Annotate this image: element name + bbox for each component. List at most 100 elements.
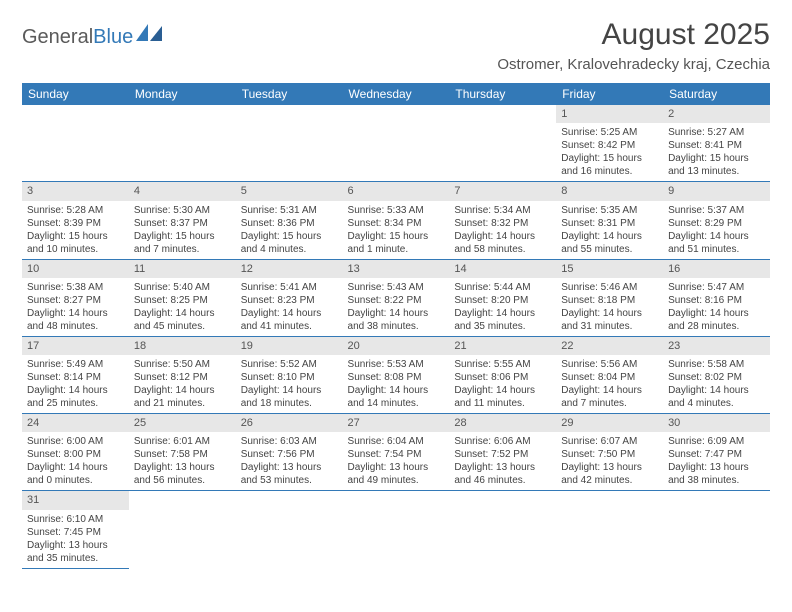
sunset-line: Sunset: 7:52 PM [454, 448, 551, 461]
sunrise-line: Sunrise: 5:28 AM [27, 204, 124, 217]
sunset-line: Sunset: 8:34 PM [348, 217, 445, 230]
day-details: Sunrise: 5:47 AMSunset: 8:16 PMDaylight:… [663, 280, 770, 336]
day-number: 16 [663, 260, 770, 278]
day-details: Sunrise: 6:00 AMSunset: 8:00 PMDaylight:… [22, 434, 129, 490]
day-number: 27 [343, 414, 450, 432]
day-details: Sunrise: 6:07 AMSunset: 7:50 PMDaylight:… [556, 434, 663, 490]
day-number: 28 [449, 414, 556, 432]
sunrise-line: Sunrise: 5:55 AM [454, 358, 551, 371]
day-number: 11 [129, 260, 236, 278]
sunrise-line: Sunrise: 5:25 AM [561, 126, 658, 139]
day-number: 2 [663, 105, 770, 123]
calendar-day: 20 Sunrise: 5:53 AMSunset: 8:08 PMDayligh… [343, 336, 450, 413]
daylight-line: Daylight: 14 hours and 25 minutes. [27, 384, 124, 410]
calendar-day: 27Sunrise: 6:04 AMSunset: 7:54 PMDayligh… [343, 414, 450, 491]
weekday-header: Tuesday [236, 83, 343, 105]
day-details: Sunrise: 5:28 AMSunset: 8:39 PMDaylight:… [22, 203, 129, 259]
logo-text-general: General [22, 26, 93, 49]
month-title: August 2025 [497, 18, 770, 52]
sunset-line: Sunset: 8:25 PM [134, 294, 231, 307]
sunset-line: Sunset: 8:39 PM [27, 217, 124, 230]
sunrise-line: Sunrise: 6:10 AM [27, 513, 124, 526]
daylight-line: Daylight: 14 hours and 58 minutes. [454, 230, 551, 256]
day-details: Sunrise: 5:31 AMSunset: 8:36 PMDaylight:… [236, 203, 343, 259]
sunrise-line: Sunrise: 5:38 AM [27, 281, 124, 294]
sunset-line: Sunset: 8:22 PM [348, 294, 445, 307]
title-block: August 2025 Ostromer, Kralovehradecky kr… [497, 18, 770, 73]
calendar-empty [663, 491, 770, 568]
sunset-line: Sunset: 8:02 PM [668, 371, 765, 384]
calendar-day: 25Sunrise: 6:01 AMSunset: 7:58 PMDayligh… [129, 414, 236, 491]
daylight-line: Daylight: 14 hours and 14 minutes. [348, 384, 445, 410]
day-number: 8 [556, 182, 663, 200]
calendar-day: 15Sunrise: 5:46 AMSunset: 8:18 PMDayligh… [556, 259, 663, 336]
sunrise-line: Sunrise: 5:31 AM [241, 204, 338, 217]
calendar-day: 8Sunrise: 5:35 AMSunset: 8:31 PMDaylight… [556, 182, 663, 259]
calendar-empty [129, 491, 236, 568]
day-details: Sunrise: 5:56 AMSunset: 8:04 PMDaylight:… [556, 357, 663, 413]
calendar-row: 1Sunrise: 5:25 AMSunset: 8:42 PMDaylight… [22, 105, 770, 182]
calendar-empty [22, 105, 129, 182]
day-details: Sunrise: 5:25 AMSunset: 8:42 PMDaylight:… [556, 125, 663, 181]
calendar-row: 3Sunrise: 5:28 AMSunset: 8:39 PMDaylight… [22, 182, 770, 259]
logo-text-blue: Blue [93, 26, 133, 49]
sunrise-line: Sunrise: 5:41 AM [241, 281, 338, 294]
calendar-empty [449, 105, 556, 182]
sunrise-line: Sunrise: 5:27 AM [668, 126, 765, 139]
weekday-header-row: SundayMondayTuesdayWednesdayThursdayFrid… [22, 83, 770, 105]
sunrise-line: Sunrise: 5:46 AM [561, 281, 658, 294]
calendar-day: 22Sunrise: 5:56 AMSunset: 8:04 PMDayligh… [556, 336, 663, 413]
sunset-line: Sunset: 8:14 PM [27, 371, 124, 384]
sunrise-line: Sunrise: 5:47 AM [668, 281, 765, 294]
day-details: Sunrise: 6:09 AMSunset: 7:47 PMDaylight:… [663, 434, 770, 490]
sunset-line: Sunset: 8:04 PM [561, 371, 658, 384]
sunset-line: Sunset: 8:08 PM [348, 371, 445, 384]
calendar-day: 23Sunrise: 5:58 AMSunset: 8:02 PMDayligh… [663, 336, 770, 413]
calendar-day: 12Sunrise: 5:41 AMSunset: 8:23 PMDayligh… [236, 259, 343, 336]
weekday-header: Monday [129, 83, 236, 105]
calendar-day: 18Sunrise: 5:50 AMSunset: 8:12 PMDayligh… [129, 336, 236, 413]
header: GeneralBlue August 2025 Ostromer, Kralov… [22, 18, 770, 73]
day-details: Sunrise: 5:55 AMSunset: 8:06 PMDaylight:… [449, 357, 556, 413]
sunrise-line: Sunrise: 5:53 AM [348, 358, 445, 371]
calendar-day: 10Sunrise: 5:38 AMSunset: 8:27 PMDayligh… [22, 259, 129, 336]
day-number: 24 [22, 414, 129, 432]
daylight-line: Daylight: 15 hours and 4 minutes. [241, 230, 338, 256]
sunrise-line: Sunrise: 5:52 AM [241, 358, 338, 371]
daylight-line: Daylight: 15 hours and 16 minutes. [561, 152, 658, 178]
calendar-empty [343, 105, 450, 182]
day-details: Sunrise: 5:27 AMSunset: 8:41 PMDaylight:… [663, 125, 770, 181]
calendar-empty [236, 491, 343, 568]
daylight-line: Daylight: 14 hours and 18 minutes. [241, 384, 338, 410]
day-details: Sunrise: 5:37 AMSunset: 8:29 PMDaylight:… [663, 203, 770, 259]
day-number: 3 [22, 182, 129, 200]
calendar-row: 31Sunrise: 6:10 AMSunset: 7:45 PMDayligh… [22, 491, 770, 568]
calendar-day: 19Sunrise: 5:52 AMSunset: 8:10 PMDayligh… [236, 336, 343, 413]
calendar-day: 21Sunrise: 5:55 AMSunset: 8:06 PMDayligh… [449, 336, 556, 413]
day-number: 6 [343, 182, 450, 200]
daylight-line: Daylight: 14 hours and 4 minutes. [668, 384, 765, 410]
daylight-line: Daylight: 14 hours and 35 minutes. [454, 307, 551, 333]
sunset-line: Sunset: 8:06 PM [454, 371, 551, 384]
day-number: 15 [556, 260, 663, 278]
calendar-day: 26Sunrise: 6:03 AMSunset: 7:56 PMDayligh… [236, 414, 343, 491]
weekday-header: Wednesday [343, 83, 450, 105]
sunset-line: Sunset: 8:23 PM [241, 294, 338, 307]
day-number: 20 [343, 337, 450, 355]
daylight-line: Daylight: 14 hours and 55 minutes. [561, 230, 658, 256]
calendar-day: 4Sunrise: 5:30 AMSunset: 8:37 PMDaylight… [129, 182, 236, 259]
day-number: 25 [129, 414, 236, 432]
logo-sail-icon [136, 24, 162, 48]
sunset-line: Sunset: 8:27 PM [27, 294, 124, 307]
day-number: 4 [129, 182, 236, 200]
sunrise-line: Sunrise: 5:44 AM [454, 281, 551, 294]
day-number: 29 [556, 414, 663, 432]
weekday-header: Friday [556, 83, 663, 105]
day-details: Sunrise: 5:40 AMSunset: 8:25 PMDaylight:… [129, 280, 236, 336]
day-details: Sunrise: 6:06 AMSunset: 7:52 PMDaylight:… [449, 434, 556, 490]
calendar-day: 3 Sunrise: 5:28 AMSunset: 8:39 PMDaylight… [22, 182, 129, 259]
sunrise-line: Sunrise: 5:58 AM [668, 358, 765, 371]
calendar-day: 29 Sunrise: 6:07 AMSunset: 7:50 PMDayligh… [556, 414, 663, 491]
day-details: Sunrise: 6:03 AMSunset: 7:56 PMDaylight:… [236, 434, 343, 490]
calendar-day: 13Sunrise: 5:43 AMSunset: 8:22 PMDayligh… [343, 259, 450, 336]
